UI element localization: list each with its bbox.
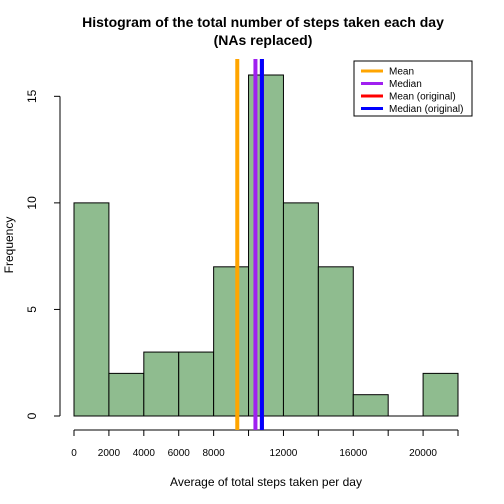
histogram-bars — [73, 74, 459, 417]
x-tick-label: 6000 — [168, 448, 191, 459]
y-tick-label: 15 — [25, 89, 39, 103]
histogram-bar — [213, 266, 250, 417]
reference-lines — [235, 59, 264, 430]
x-tick-label: 12000 — [270, 448, 298, 459]
chart-title-line-2: (NAs replaced) — [214, 32, 313, 48]
x-tick-label: 4000 — [133, 448, 156, 459]
x-axis-label: Average of total steps taken per day — [170, 475, 362, 489]
y-tick-label: 0 — [25, 412, 39, 419]
y-axis-label: Frequency — [2, 217, 16, 274]
legend-label: Mean — [389, 67, 414, 78]
x-tick-label: 2000 — [98, 448, 121, 459]
histogram-bar — [352, 394, 389, 417]
legend-label: Median (original) — [389, 104, 463, 115]
y-axis: 0 5 10 15 — [25, 89, 61, 419]
legend-label: Median — [389, 79, 422, 90]
x-tick-label: 0 — [71, 448, 77, 459]
y-tick-label: 10 — [25, 196, 39, 210]
y-tick-label: 5 — [25, 306, 39, 313]
legend-label: Mean (original) — [389, 92, 456, 103]
x-tick-label: 20000 — [409, 448, 437, 459]
x-axis: 0 2000 4000 6000 8000 12000 16000 20000 — [71, 429, 459, 459]
x-tick-label: 16000 — [339, 448, 367, 459]
x-tick-label: 8000 — [203, 448, 226, 459]
chart-title-line-1: Histogram of the total number of steps t… — [82, 14, 444, 30]
histogram-bar — [422, 372, 459, 417]
histogram-bar — [108, 372, 145, 417]
histogram-bar — [178, 351, 215, 417]
histogram-bar — [73, 202, 110, 417]
histogram-bar — [143, 351, 180, 417]
histogram-bar — [282, 202, 319, 417]
histogram-bar — [317, 266, 354, 417]
